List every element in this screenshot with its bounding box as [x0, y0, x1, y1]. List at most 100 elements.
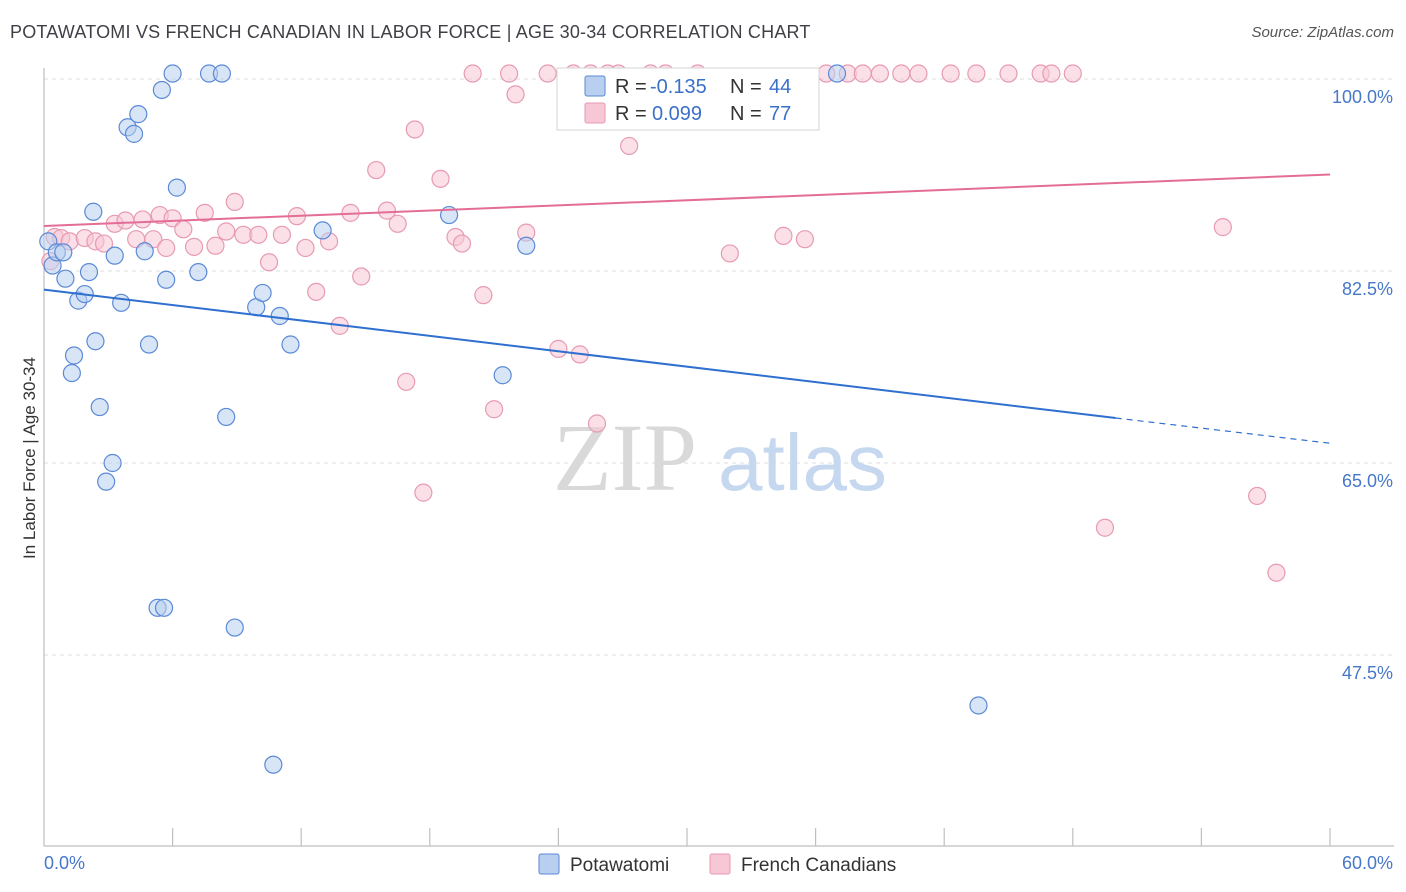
grid-lines — [44, 78, 1394, 656]
potawatomi-point — [969, 696, 988, 715]
french-canadians-point — [184, 237, 204, 256]
zipatlas-watermark: ZIP atlas — [553, 404, 887, 511]
french-canadians-point — [941, 64, 960, 83]
bottom-legend-swatch-french — [709, 853, 731, 875]
y-axis-label: In Labor Force | Age 30-34 — [20, 357, 39, 559]
legend-swatch-potawatomi — [584, 75, 606, 97]
y-tick-label: 65.0% — [1342, 471, 1393, 491]
potawatomi-point — [313, 221, 332, 240]
bottom-legend-swatch-potawatomi — [538, 853, 560, 875]
french-canadians-point — [157, 238, 176, 258]
potawatomi-point — [152, 80, 171, 100]
x-tick-label-min: 0.0% — [44, 853, 85, 873]
potawatomi-point — [163, 64, 182, 83]
french-canadians-point — [1267, 563, 1286, 582]
french-canadians-point — [377, 201, 397, 220]
x-axis-ticks — [172, 828, 1331, 846]
legend-n-label-2: N = — [730, 103, 762, 125]
french-canadians-point — [506, 85, 525, 104]
y-tick-label: 82.5% — [1342, 279, 1393, 299]
french-canadians-point — [249, 225, 268, 244]
bottom-legend-potawatomi: Potawatomi — [570, 855, 669, 876]
chart-title: POTAWATOMI VS FRENCH CANADIAN IN LABOR F… — [10, 22, 811, 42]
potawatomi-point — [90, 397, 109, 417]
french-canadians-point — [296, 238, 315, 258]
french-canadians-point — [1063, 64, 1082, 83]
potawatomi-point — [225, 618, 244, 637]
french-canadians-point — [474, 286, 493, 305]
potawatomi-point — [154, 598, 174, 617]
french-canadians-trend-line — [43, 173, 1331, 228]
potawatomi-point — [827, 64, 847, 83]
potawatomi-point — [157, 270, 176, 289]
french-canadians-point — [452, 234, 472, 253]
potawatomi-point — [212, 64, 231, 83]
legend-n-label-1: N = — [730, 76, 762, 98]
potawatomi-point — [253, 283, 272, 303]
french-canadians-point — [774, 226, 793, 245]
potawatomi-point — [135, 242, 154, 261]
watermark-zip: ZIP — [553, 404, 697, 511]
potawatomi-point — [112, 293, 131, 312]
potawatomi-point — [103, 453, 122, 473]
french-canadians-point — [388, 214, 407, 233]
french-canadians-point — [352, 267, 371, 286]
french-canadians-point — [720, 244, 739, 263]
potawatomi-point — [79, 262, 99, 282]
legend-r-label-1: R = — [615, 76, 647, 98]
french-canadians-point — [549, 339, 568, 358]
potawatomi-point — [167, 178, 186, 197]
french-canadians-point — [206, 236, 225, 255]
french-canadians-point — [397, 372, 416, 391]
french-canadians-point — [909, 64, 928, 83]
french-canadians-point — [367, 160, 386, 180]
x-axis-tick-labels: 0.0% 60.0% — [44, 853, 1393, 873]
trend-lines — [43, 173, 1331, 444]
french-canadians-point — [272, 225, 292, 244]
legend-r-label-2: R = — [615, 103, 647, 125]
potawatomi-trend-line — [43, 288, 1116, 420]
potawatomi-point — [56, 269, 75, 288]
french-canadians-point — [795, 230, 814, 249]
y-tick-label: 100.0% — [1332, 87, 1393, 107]
french-canadians-point — [225, 192, 244, 211]
french-canadians-point — [217, 222, 236, 241]
potawatomi-point — [86, 332, 105, 351]
french-canadians-point — [1042, 64, 1061, 83]
legend-swatch-french — [584, 102, 606, 124]
y-tick-label: 47.5% — [1342, 663, 1393, 683]
french-canadians-point — [500, 64, 519, 83]
french-canadians-point — [1213, 218, 1232, 237]
potawatomi-point — [517, 236, 536, 255]
legend-r-value-2: 0.099 — [652, 103, 702, 125]
potawatomi-point — [97, 472, 116, 491]
potawatomi-point — [129, 105, 148, 124]
legend-n-value-2: 77 — [769, 103, 791, 125]
y-axis-tick-labels: 47.5% 65.0% 82.5% 100.0% — [1332, 87, 1393, 683]
x-tick-label-max: 60.0% — [1342, 853, 1393, 873]
potawatomi-point — [270, 306, 289, 326]
french-canadians-point — [620, 136, 639, 156]
french-canadians-point — [1095, 518, 1115, 537]
french-canadians-point — [116, 211, 135, 230]
potawatomi-point — [62, 363, 81, 383]
potawatomi-point — [189, 262, 208, 282]
french-canadians-point — [307, 282, 326, 301]
french-canadians-point — [967, 64, 986, 83]
french-canadians-point — [538, 64, 557, 83]
potawatomi-point — [139, 335, 159, 354]
bottom-legend-french: French Canadians — [741, 855, 896, 876]
french-canadians-point — [259, 253, 279, 272]
french-canadians-point — [163, 209, 182, 228]
french-canadians-point — [853, 64, 872, 83]
french-canadians-point — [999, 64, 1018, 83]
potawatomi-point — [124, 124, 144, 143]
french-canadians-point — [463, 64, 482, 83]
french-canadians-point — [1248, 486, 1267, 506]
chart-source: Source: ZipAtlas.com — [1251, 24, 1394, 41]
potawatomi-point — [264, 755, 283, 774]
french-canadians-point — [195, 203, 214, 222]
legend-box: R = -0.135 N = 44 R = 0.099 N = 77 — [556, 67, 820, 131]
potawatomi-point — [281, 335, 300, 354]
